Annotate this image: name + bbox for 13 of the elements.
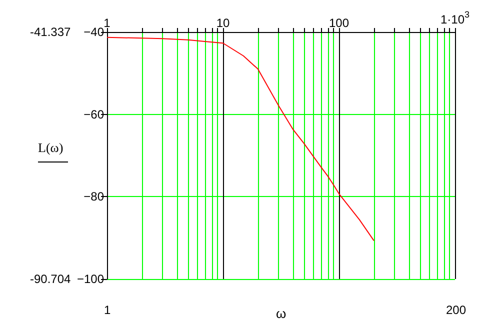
y-axis-title: L(ω): [38, 140, 64, 155]
y-tick-label: −40: [84, 25, 104, 39]
text: -41.337: [30, 25, 72, 39]
x-tick-label: 10: [216, 16, 230, 30]
x-axis-title: ω: [276, 306, 286, 321]
x-tick-label: 100: [328, 16, 350, 30]
y-tick-label: −60: [84, 107, 104, 122]
y-tick-label: −100: [76, 272, 104, 286]
x-tick-label: 1: [104, 16, 111, 30]
text: 1: [104, 303, 111, 317]
y-tick-label: −80: [84, 190, 104, 204]
text: -90.704: [30, 272, 72, 286]
text: 200: [446, 303, 466, 317]
